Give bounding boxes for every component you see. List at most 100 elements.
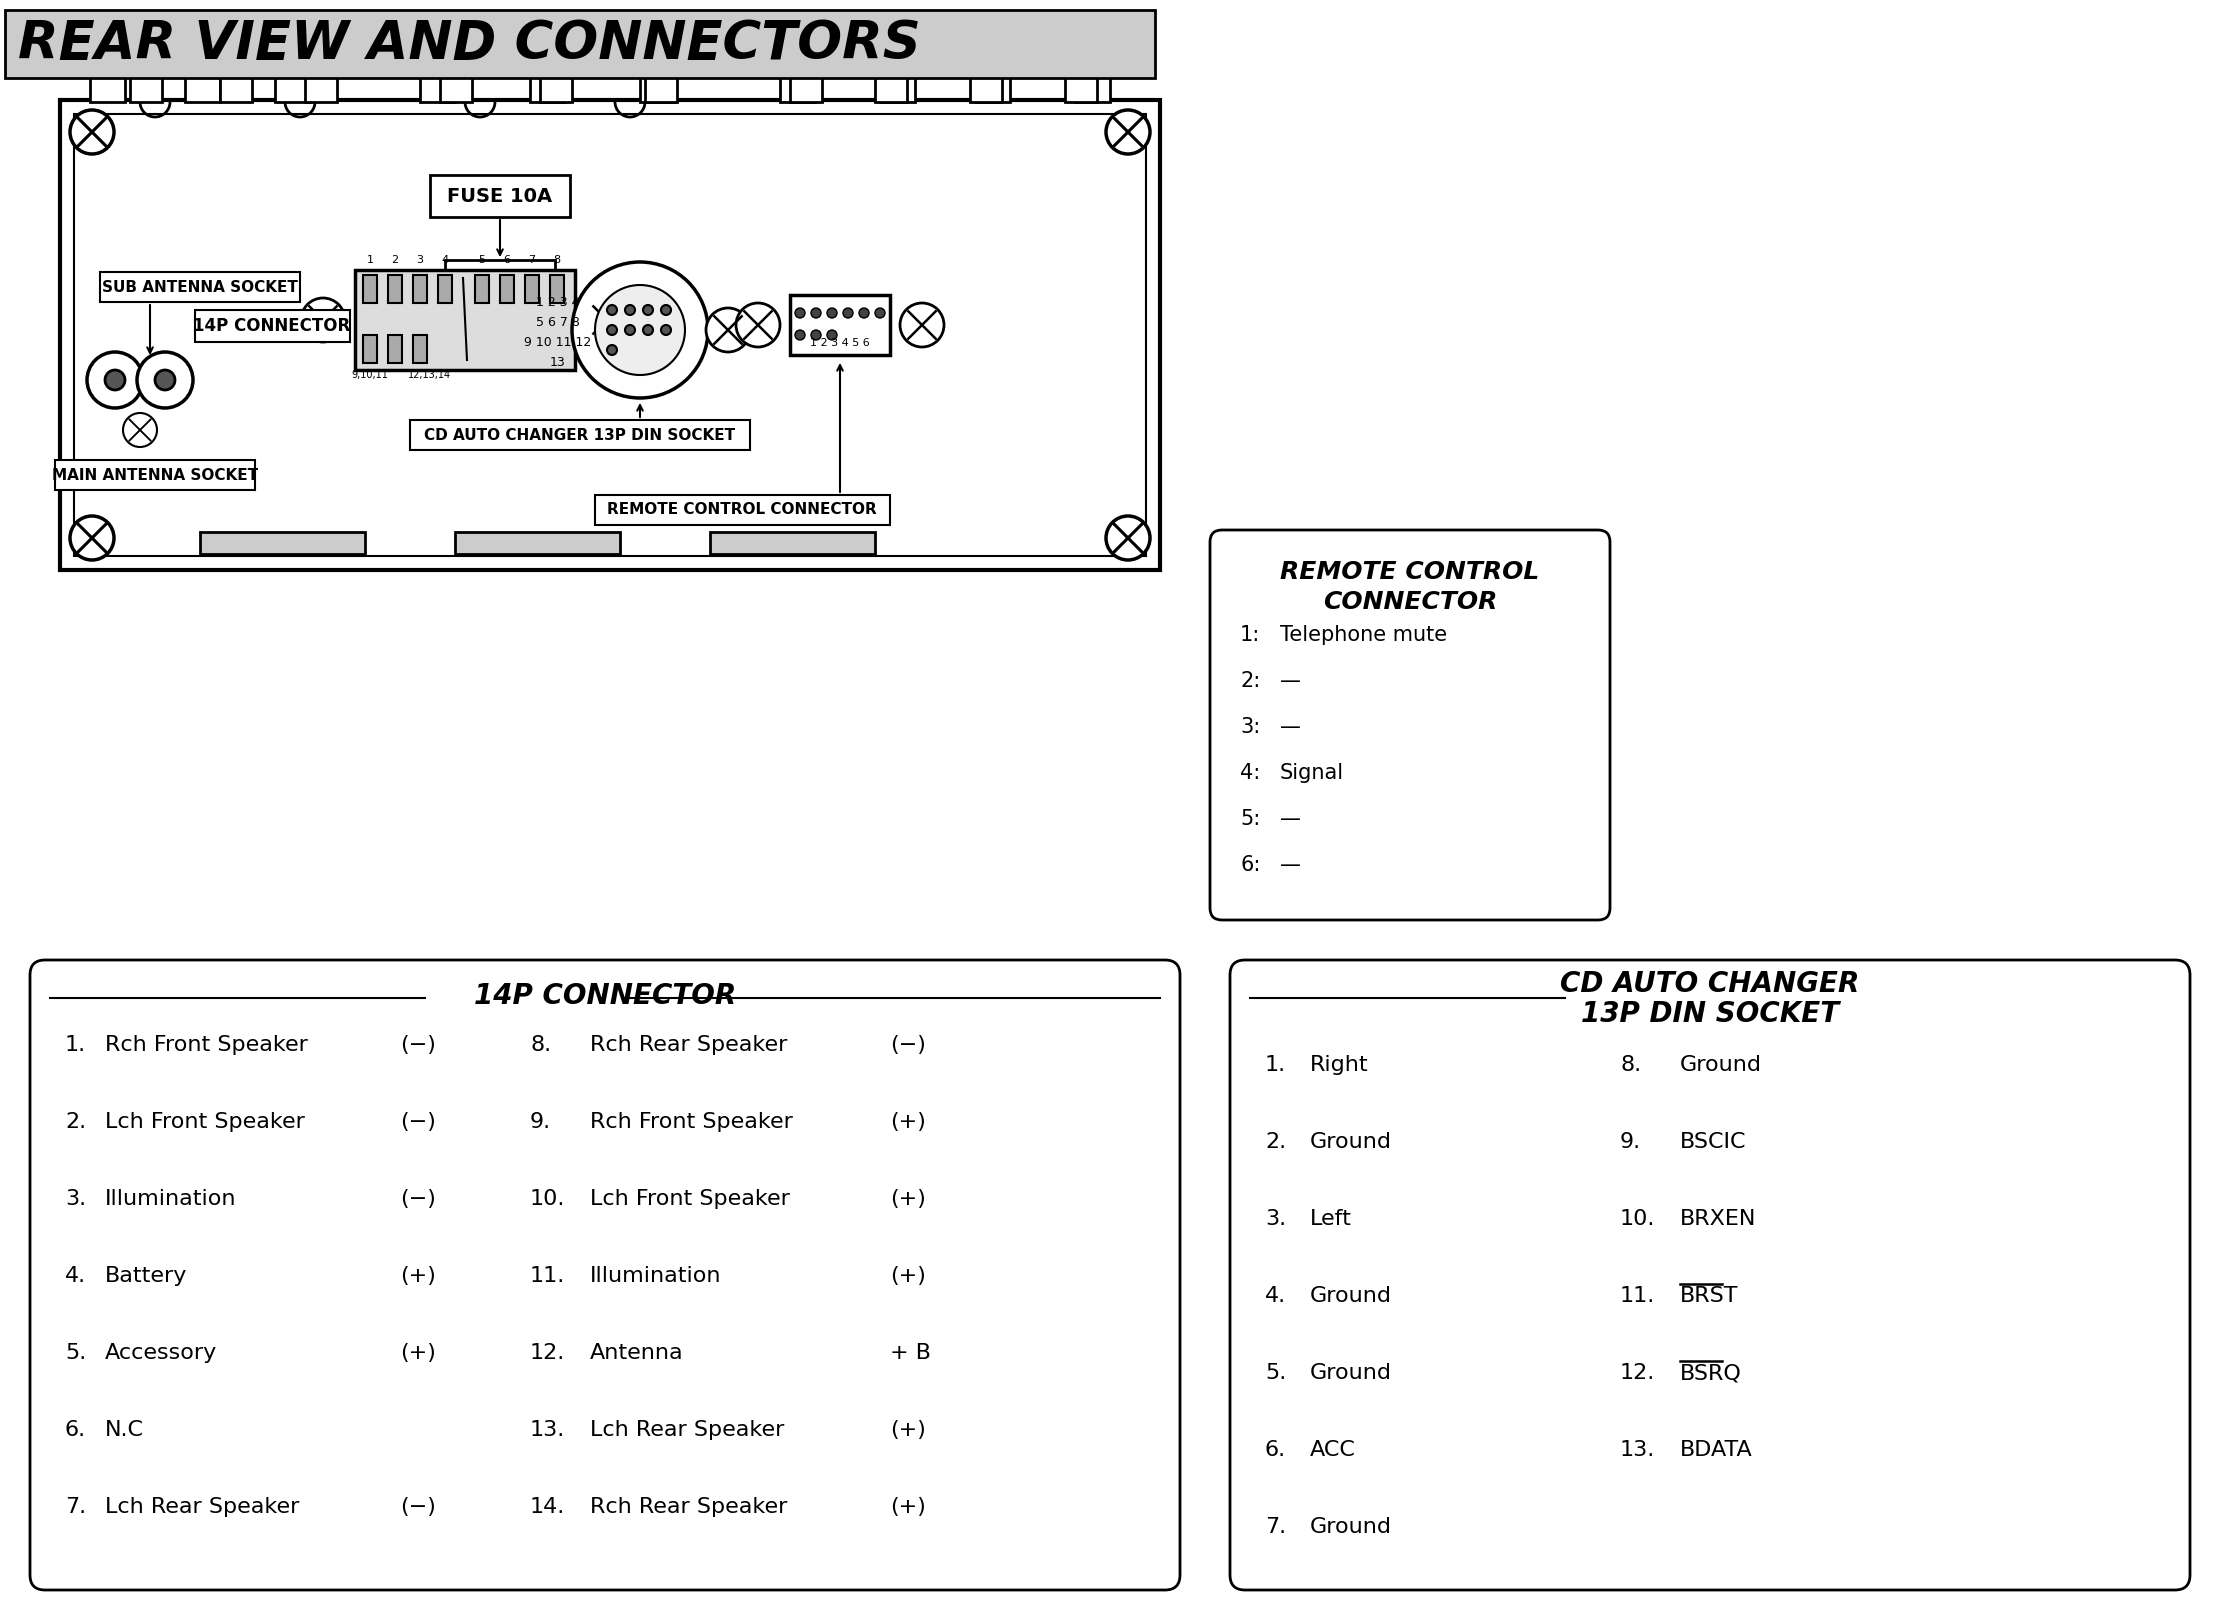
Text: 10.: 10. [1620, 1209, 1655, 1230]
Text: (+): (+) [890, 1111, 926, 1132]
Text: REAR VIEW AND CONNECTORS: REAR VIEW AND CONNECTORS [18, 18, 921, 70]
Bar [421, 62, 454, 102]
Text: BRXEN: BRXEN [1680, 1209, 1756, 1230]
Text: Antenna: Antenna [590, 1343, 683, 1362]
Text: Lch Front Speaker: Lch Front Speaker [590, 1189, 790, 1209]
Text: 12.: 12. [530, 1343, 565, 1362]
Text: BRST: BRST [1680, 1286, 1738, 1306]
Text: 3:: 3: [1239, 718, 1259, 737]
Text: 6.: 6. [65, 1421, 87, 1440]
Text: 14P CONNECTOR: 14P CONNECTOR [194, 318, 352, 335]
Circle shape [585, 298, 630, 342]
Text: 4: 4 [441, 254, 449, 266]
FancyBboxPatch shape [1210, 530, 1611, 920]
Text: 13.: 13. [530, 1421, 565, 1440]
Text: (+): (+) [400, 1343, 436, 1362]
Text: 14.: 14. [530, 1497, 565, 1516]
Bar [445, 259, 554, 305]
Text: Battery: Battery [105, 1265, 187, 1286]
Bar [441, 62, 472, 102]
Text: 9.: 9. [1620, 1132, 1642, 1152]
Circle shape [156, 369, 176, 390]
Bar [363, 335, 376, 363]
Text: Ground: Ground [1311, 1132, 1393, 1152]
Text: Ground: Ground [1680, 1055, 1762, 1076]
Circle shape [859, 308, 870, 318]
Text: 7.: 7. [1266, 1516, 1286, 1537]
Bar [781, 62, 814, 102]
Bar [363, 275, 376, 303]
Circle shape [661, 305, 672, 314]
Text: Rch Front Speaker: Rch Front Speaker [590, 1111, 792, 1132]
Text: Ground: Ground [1311, 1516, 1393, 1537]
Bar [641, 62, 674, 102]
Text: Ground: Ground [1311, 1286, 1393, 1306]
Text: Illumination: Illumination [105, 1189, 236, 1209]
Bar [790, 295, 890, 355]
Bar [438, 275, 452, 303]
Text: 4.: 4. [1266, 1286, 1286, 1306]
Bar [594, 496, 890, 525]
Circle shape [607, 345, 616, 355]
Circle shape [607, 305, 616, 314]
Text: Illumination: Illumination [590, 1265, 721, 1286]
Text: 3.: 3. [65, 1189, 87, 1209]
Bar [874, 62, 908, 102]
Bar [541, 62, 572, 102]
Bar [56, 460, 256, 489]
Text: BSCIC: BSCIC [1680, 1132, 1747, 1152]
Text: Telephone mute: Telephone mute [1279, 625, 1446, 645]
Text: 2.: 2. [65, 1111, 87, 1132]
Text: (−): (−) [890, 1035, 926, 1055]
Bar [185, 62, 220, 102]
Text: 3.: 3. [1266, 1209, 1286, 1230]
Text: —: — [1279, 671, 1302, 692]
Text: 7.: 7. [65, 1497, 87, 1516]
Bar [4, 10, 1155, 78]
Text: (+): (+) [890, 1497, 926, 1516]
Text: 6:: 6: [1239, 855, 1259, 875]
Bar [220, 62, 251, 102]
Bar [89, 62, 125, 102]
Text: 3: 3 [416, 254, 423, 266]
Bar [1066, 62, 1097, 102]
Text: 2:: 2: [1239, 671, 1259, 692]
Text: 4:: 4: [1239, 763, 1259, 782]
Circle shape [661, 326, 672, 335]
Bar [454, 531, 621, 554]
Circle shape [874, 308, 886, 318]
Circle shape [138, 352, 194, 408]
Bar [790, 62, 821, 102]
Text: 9,10,11: 9,10,11 [352, 369, 389, 381]
Text: REMOTE CONTROL CONNECTOR: REMOTE CONTROL CONNECTOR [607, 502, 877, 517]
Text: (−): (−) [400, 1035, 436, 1055]
Text: 12.: 12. [1620, 1362, 1655, 1383]
Bar [387, 275, 403, 303]
Text: —: — [1279, 808, 1302, 829]
Text: 9 10 11 12: 9 10 11 12 [525, 335, 592, 348]
Text: 5 6 7 8: 5 6 7 8 [536, 316, 581, 329]
Text: 13P DIN SOCKET: 13P DIN SOCKET [1582, 1000, 1840, 1029]
Text: 5: 5 [478, 254, 485, 266]
Text: N.C: N.C [105, 1421, 145, 1440]
Circle shape [843, 308, 852, 318]
Bar [387, 335, 403, 363]
Text: (+): (+) [400, 1265, 436, 1286]
Text: Right: Right [1311, 1055, 1368, 1076]
Text: 13: 13 [550, 355, 565, 368]
Circle shape [625, 326, 634, 335]
Text: 1: 1 [367, 254, 374, 266]
Text: 5.: 5. [65, 1343, 87, 1362]
Text: (+): (+) [890, 1265, 926, 1286]
Bar [409, 420, 750, 450]
Bar [305, 62, 336, 102]
Circle shape [899, 303, 943, 347]
Circle shape [300, 298, 345, 342]
Text: (−): (−) [400, 1111, 436, 1132]
Circle shape [87, 352, 142, 408]
Circle shape [705, 308, 750, 352]
Bar [196, 309, 349, 342]
Circle shape [69, 517, 113, 561]
Text: Lch Front Speaker: Lch Front Speaker [105, 1111, 305, 1132]
Text: 5:: 5: [1239, 808, 1259, 829]
